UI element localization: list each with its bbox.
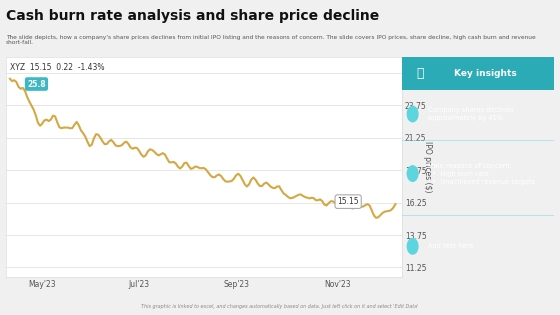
Text: Company shares declines
approximately by 41%: Company shares declines approximately by… [428, 107, 514, 121]
Text: XYZ  15.15  0.22  -1.43%: XYZ 15.15 0.22 -1.43% [10, 63, 104, 72]
Text: Cash burn rate analysis and share price decline: Cash burn rate analysis and share price … [6, 9, 379, 23]
Text: 25.8: 25.8 [27, 79, 46, 89]
Y-axis label: IPO prices ($): IPO prices ($) [423, 141, 432, 193]
Circle shape [407, 106, 418, 122]
Text: 15.15: 15.15 [337, 197, 359, 206]
Text: Key insights: Key insights [454, 69, 517, 78]
Text: Main reasons of concern:
  •  High burn rate
  •  Unachieved revenue targets: Main reasons of concern: • High burn rat… [428, 163, 535, 185]
Text: Add text here: Add text here [428, 243, 473, 249]
FancyBboxPatch shape [402, 57, 554, 90]
Circle shape [407, 239, 418, 254]
Text: This graphic is linked to excel, and changes automatically based on data. Just l: This graphic is linked to excel, and cha… [141, 304, 419, 309]
Circle shape [407, 166, 418, 181]
Text: 📊: 📊 [417, 67, 424, 80]
Text: The slide depicts, how a company's share prices declines from initial IPO listin: The slide depicts, how a company's share… [6, 35, 535, 45]
